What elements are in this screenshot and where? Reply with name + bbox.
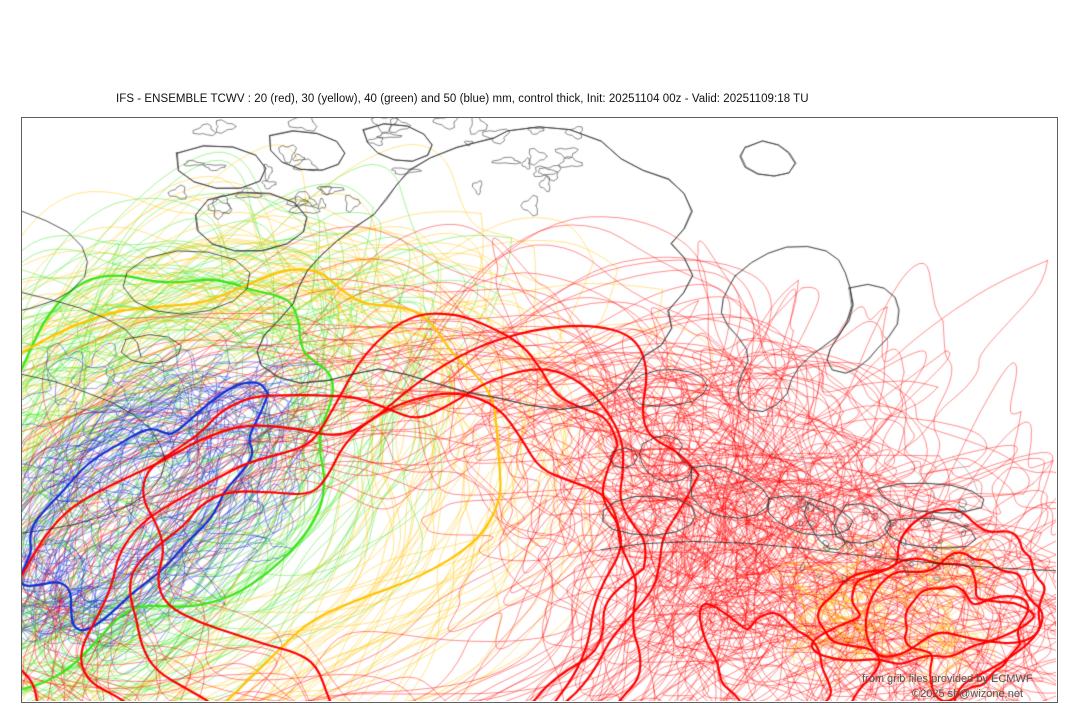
page-title: IFS - ENSEMBLE TCWV : 20 (red), 30 (yell… <box>116 93 809 105</box>
map-frame[interactable] <box>21 117 1058 703</box>
ensemble-spaghetti-plot[interactable] <box>22 118 1056 701</box>
